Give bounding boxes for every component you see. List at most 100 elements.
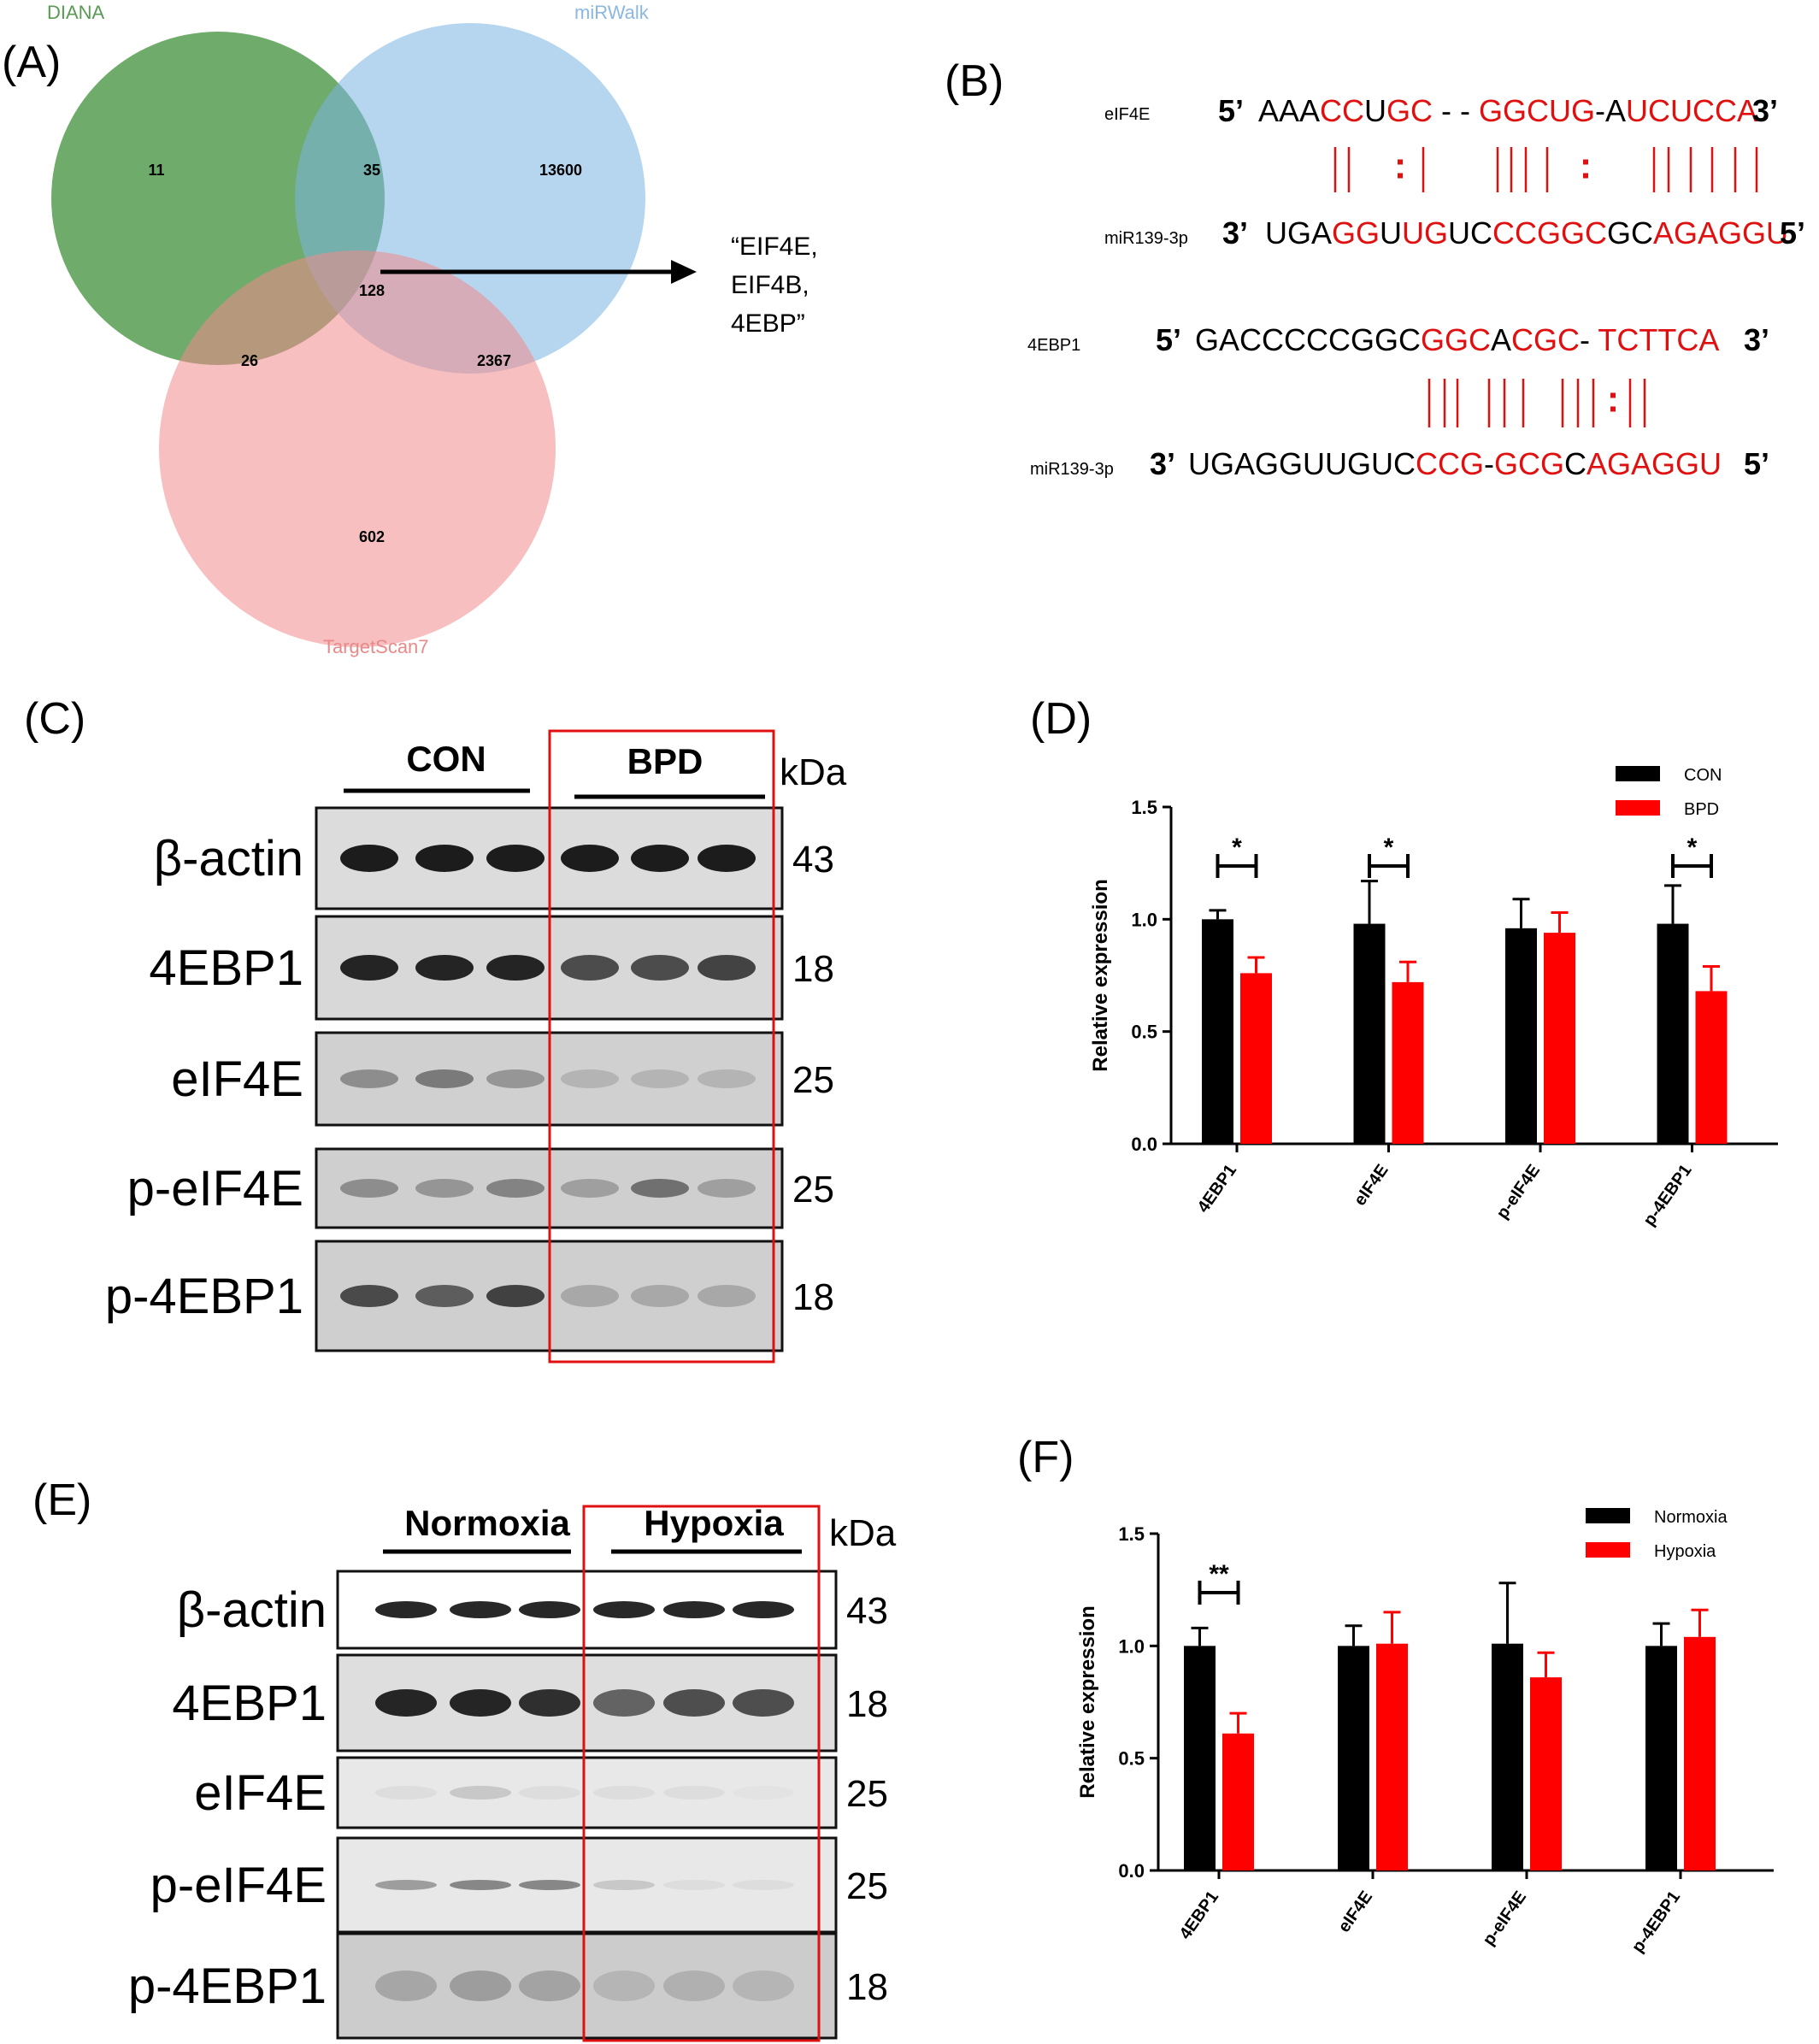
panel-label-b: (B) <box>945 56 1004 106</box>
alignment-1-target-segment: -A <box>1595 93 1626 128</box>
venn-label-diana: DIANA <box>47 2 105 23</box>
panel-label-a: (A) <box>2 38 61 87</box>
blot-c-row-kda: 43 <box>792 839 834 881</box>
blot-e-band <box>733 1970 794 2001</box>
blot-e-row-kda: 25 <box>846 1865 888 1907</box>
venn-count-diana-mirwalk: 35 <box>363 162 380 179</box>
venn-diagram: DIANA miRWalk TargetScan7 11 35 13600 12… <box>47 2 818 657</box>
bar-con-p-4ebp1 <box>1657 923 1689 1144</box>
alignment-2-base-pairs <box>1428 379 1646 427</box>
blot-e-band <box>450 1970 511 2001</box>
alignment-2-target-segment: TCTTCA <box>1598 322 1719 357</box>
callout-arrowhead <box>671 260 697 284</box>
blot-c-band <box>561 1179 619 1198</box>
blot-c-row-label: eIF4E <box>171 1051 303 1107</box>
alignment-1-mirna-segment: U <box>1380 215 1402 250</box>
y-tick-label: 0.5 <box>1118 1748 1145 1770</box>
blot-c-band <box>340 845 398 872</box>
bar-con-4ebp1 <box>1202 919 1233 1144</box>
x-category-label: p-eIF4E <box>1493 1161 1544 1222</box>
bar-chart-f: 0.0 0.5 1.0 1.5 Relative expression 4EBP1 eIF4… <box>1076 1508 1774 1956</box>
blot-e-band <box>519 1970 580 2001</box>
alignment-1-mirna-segment: GC <box>1607 215 1653 250</box>
venn-label-targetscan: TargetScan7 <box>323 636 429 657</box>
blot-e-band <box>375 1880 437 1890</box>
significance-marker: * <box>1687 834 1698 862</box>
panel-label-d: (D) <box>1030 694 1092 744</box>
alignment-1: eIF4E 5’ AAACCUGC - - GGCUG-AUCUCCA 3’ m… <box>1104 93 1805 250</box>
blot-e-band <box>519 1786 580 1800</box>
alignment-1-target-segment: AAA <box>1258 93 1320 128</box>
alignment-2-target-sequence: GACCCCCGGCGGCACGC- TCTTCA <box>1195 322 1719 357</box>
bar-hypoxia-p-4ebp1 <box>1684 1636 1716 1870</box>
alignment-1-target-segment: GGCUG <box>1479 93 1595 128</box>
blot-e-band <box>733 1689 794 1717</box>
blot-c-highlight-box <box>548 729 775 1364</box>
wobble-pair-dot <box>1398 159 1403 165</box>
alignment-1-target-segment: UCUCCA <box>1626 93 1757 128</box>
blot-e-row-kda: 18 <box>846 1966 888 2008</box>
legend-swatch <box>1586 1542 1630 1558</box>
blot-c-band <box>631 1285 689 1307</box>
blot-e-group-hypoxia: Hypoxia <box>644 1503 784 1543</box>
blot-c-band <box>486 1285 545 1307</box>
blot-c-band <box>698 955 756 981</box>
blot-c-band <box>486 1179 545 1198</box>
panel-label-f: (F) <box>1017 1433 1074 1482</box>
x-category-label: eIF4E <box>1351 1161 1392 1209</box>
bar-bpd-4ebp1 <box>1240 973 1272 1144</box>
chart-axes: 0.0 0.5 1.0 1.5 Relative expression <box>1076 1523 1774 1882</box>
alignment-1-target-prime5: 5’ <box>1218 93 1244 128</box>
blot-c-band <box>340 955 398 981</box>
blot-e-band <box>375 1689 437 1717</box>
blot-e-row-label: p-eIF4E <box>150 1858 327 1913</box>
blot-e-row-kda: 18 <box>846 1683 888 1725</box>
blot-e-kda-label: kDa <box>829 1512 897 1554</box>
y-tick-label: 0.5 <box>1131 1022 1157 1043</box>
alignment-2-mirna-segment: CCG <box>1416 446 1484 481</box>
blot-c-band <box>340 1179 398 1198</box>
blot-c-band <box>415 1179 474 1198</box>
bar-con-p-eif4e <box>1505 928 1537 1144</box>
blot-e-band <box>519 1880 580 1890</box>
blot-e-row-kda: 43 <box>846 1590 888 1632</box>
venn-count-mirwalk-targetscan: 2367 <box>477 352 511 369</box>
blot-c-row-label: 4EBP1 <box>149 940 303 996</box>
wobble-pair-dot <box>1583 173 1588 179</box>
blot-c-band <box>631 1179 689 1198</box>
alignment-2-target-segment: CGC <box>1511 322 1580 357</box>
alignment-1-target-sequence: AAACCUGC - - GGCUG-AUCUCCA <box>1258 93 1757 128</box>
callout-line-2: EIF4B, <box>731 271 809 299</box>
blot-c-band <box>415 955 474 981</box>
alignment-2-target-prime5: 5’ <box>1156 322 1181 357</box>
bar-bpd-p-4ebp1 <box>1695 991 1728 1144</box>
blot-e-band <box>450 1601 511 1618</box>
blot-c-band <box>486 955 545 981</box>
venn-count-mirwalk-only: 13600 <box>539 162 582 179</box>
blot-e-row-label: eIF4E <box>194 1765 327 1821</box>
blot-e-membrane-2 <box>336 1756 838 1829</box>
bar-chart-d: 0.0 0.5 1.0 1.5 Relative expression 4EBP1 eIF4… <box>1089 766 1778 1229</box>
blot-c-band <box>486 845 545 872</box>
blot-c-band <box>340 1285 398 1307</box>
wobble-pair-dot <box>1610 392 1616 398</box>
blot-c-row-kda: 25 <box>792 1169 834 1210</box>
alignment-1-mirna-sequence: UGAGGUUGUCCCGGCGCAGAGGU <box>1265 215 1788 250</box>
blot-e-band <box>450 1786 511 1800</box>
alignment-1-mirna-segment: UG <box>1402 215 1448 250</box>
significance-marker: ** <box>1209 1560 1229 1588</box>
legend-swatch <box>1616 766 1660 781</box>
blot-c-band <box>415 1069 474 1088</box>
blot-c-band <box>631 1069 689 1088</box>
alignment-1-target-prime3: 3’ <box>1752 93 1778 128</box>
blot-e-band <box>375 1786 437 1800</box>
blot-e-band <box>663 1970 725 2001</box>
blot-c-band <box>561 1285 619 1307</box>
blot-e-membrane-3 <box>336 1836 838 1934</box>
panel-label-e: (E) <box>32 1476 91 1525</box>
western-blot-c: CON BPD kDa β-actin 43 4EBP1 18 eIF4E 25 p-eIF… <box>105 729 847 1364</box>
blot-c-row-label: p-4EBP1 <box>105 1269 303 1324</box>
blot-e-row-label: p-4EBP1 <box>128 1959 327 2014</box>
alignment-2-mirna-sequence: UGAGGUUGUCCCG-GCGCAGAGGU <box>1188 446 1722 481</box>
